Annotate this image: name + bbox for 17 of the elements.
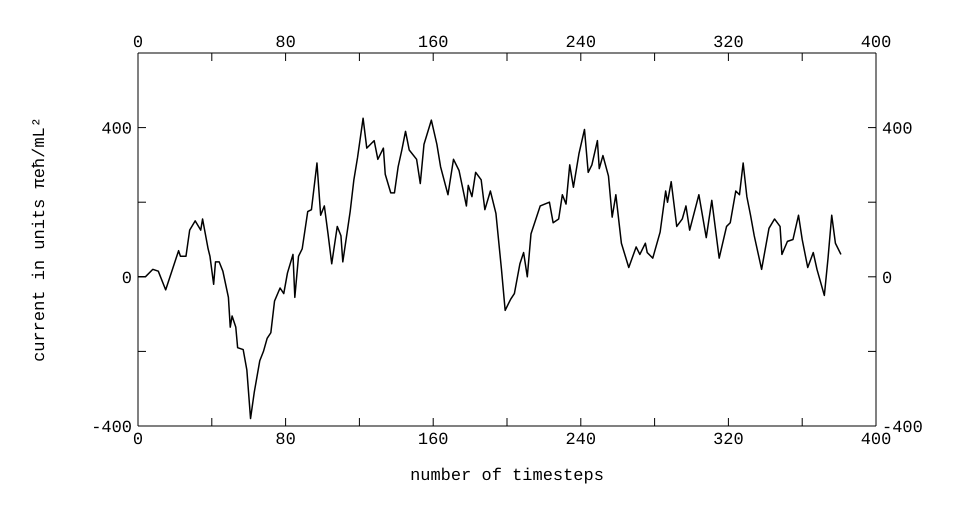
x2-tick-label: 240 [565,431,596,450]
x-tick-label: 400 [860,34,892,53]
x-tick-label: 240 [565,34,596,53]
y-tick-label: -400 [91,419,132,438]
y2-tick-label: 400 [882,120,913,140]
y-tick-label: 400 [101,120,132,140]
y2-tick-label: 0 [882,270,892,289]
x2-tick-label: 80 [275,431,296,450]
x-tick-label: 320 [713,34,744,53]
y-tick-label: 0 [122,270,132,289]
x-tick-label: 80 [275,34,296,53]
x2-tick-label: 320 [713,431,744,450]
y-axis-title: current in units πeħ/mL² [31,117,50,362]
x2-tick-label: 160 [418,431,449,450]
x-axis-title: number of timesteps [410,467,604,486]
x-tick-label: 0 [132,34,144,53]
x-tick-label: 160 [418,34,449,53]
